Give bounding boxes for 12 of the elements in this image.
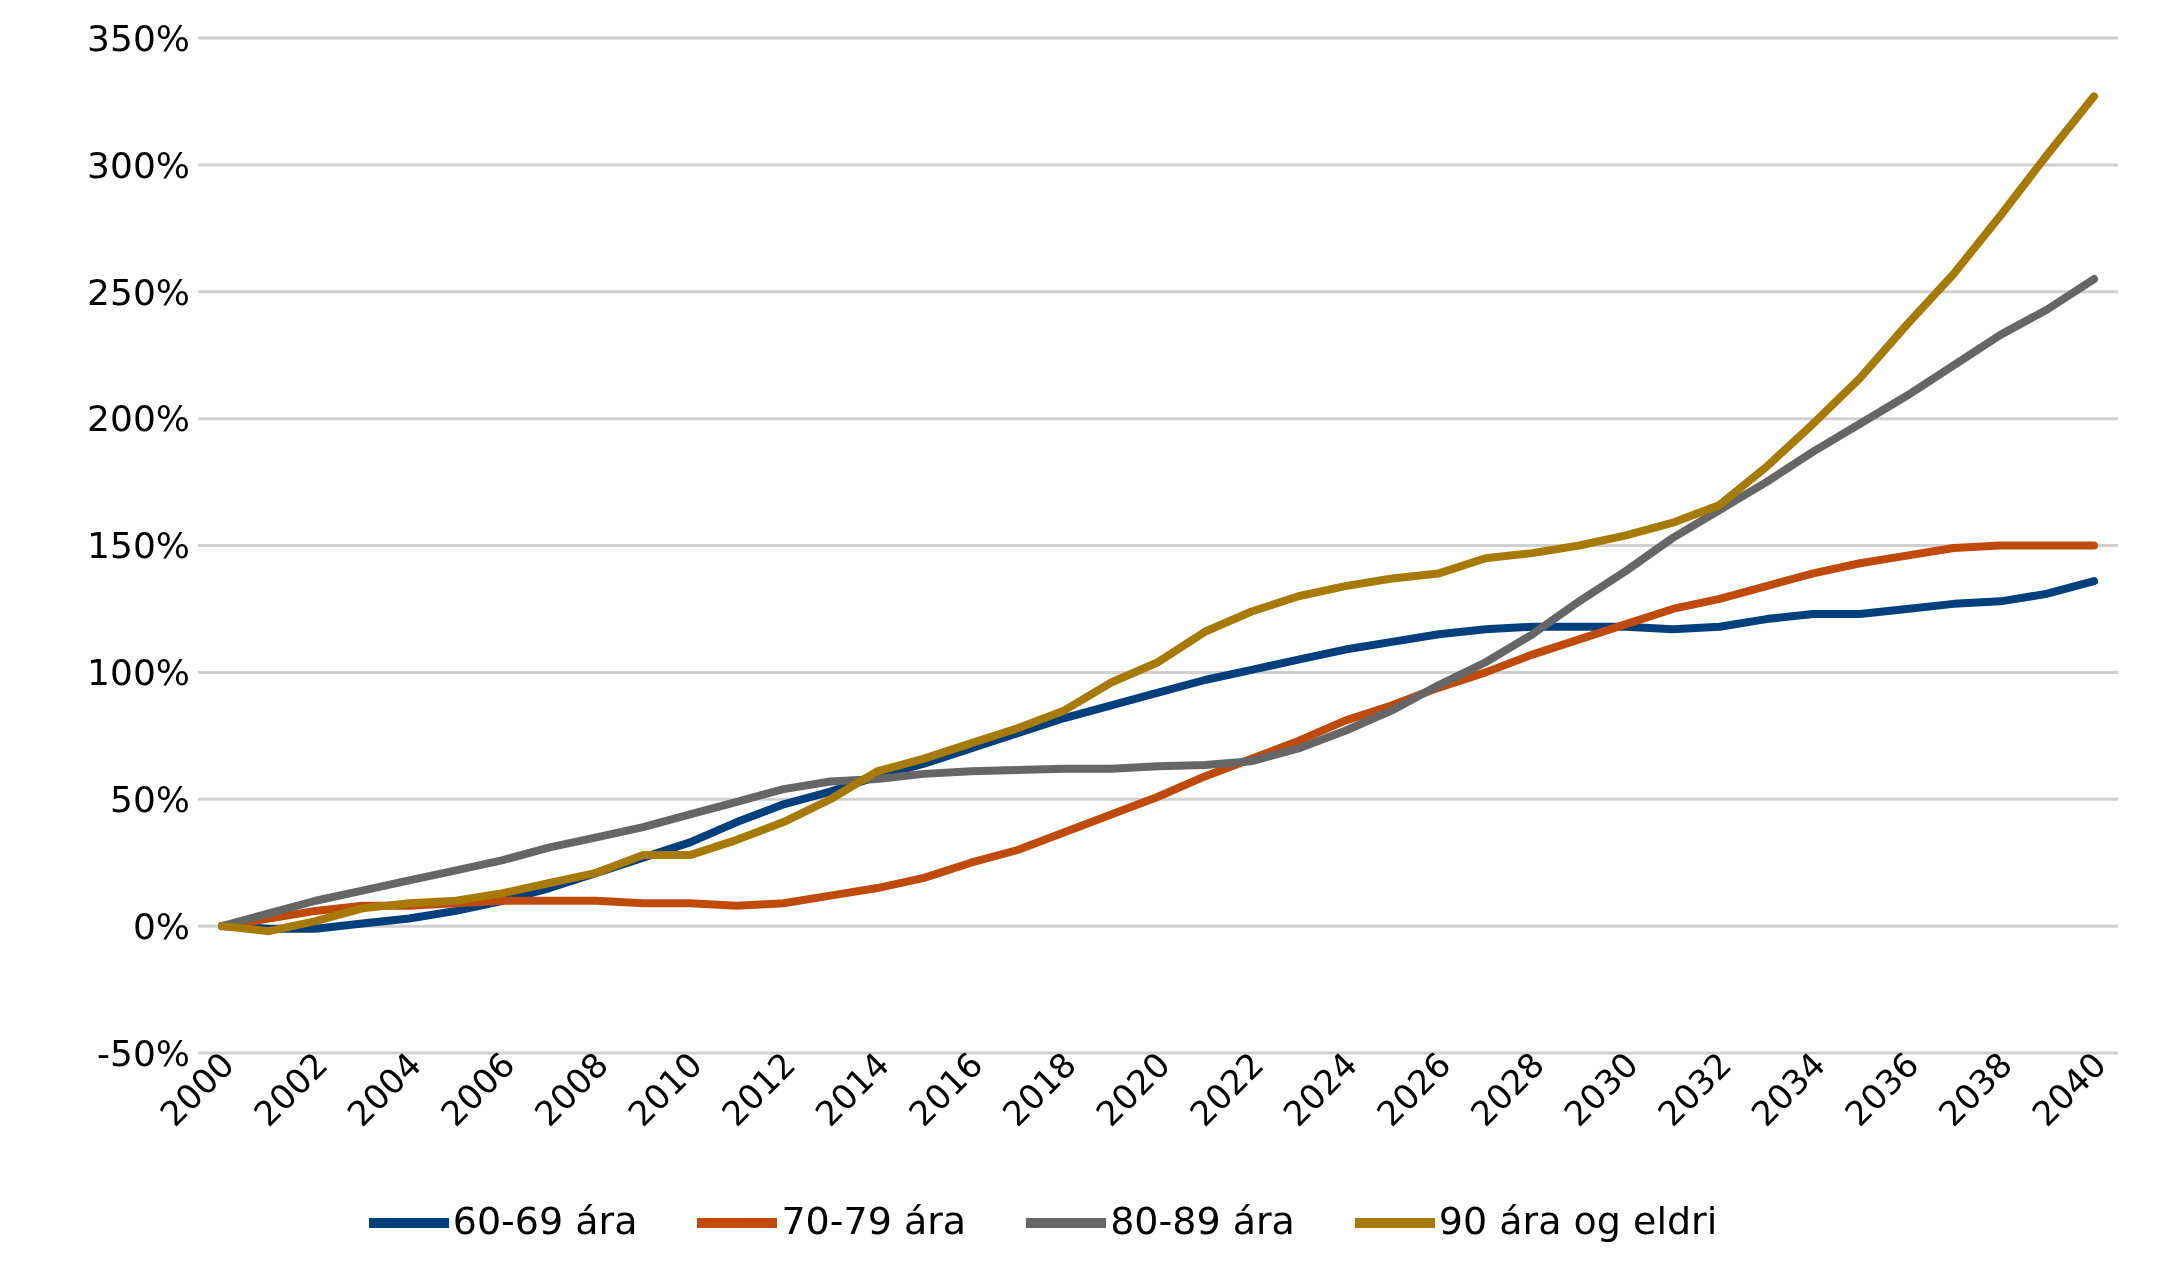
legend-label: 60-69 ára [452, 1198, 638, 1243]
y-tick-label: 50% [109, 779, 190, 821]
y-tick-label: 200% [87, 398, 190, 440]
y-tick-label: 350% [87, 17, 190, 59]
legend-label: 70-79 ára [781, 1198, 967, 1243]
y-tick-label: 100% [87, 652, 190, 694]
legend-label: 80-89 ára [1110, 1198, 1295, 1243]
y-tick-label: 250% [87, 271, 190, 313]
legend-label: 90 ára og eldri [1438, 1198, 1718, 1243]
y-tick-label: 300% [87, 144, 190, 186]
y-tick-label: 0% [132, 905, 190, 947]
y-tick-label: 150% [87, 525, 190, 567]
